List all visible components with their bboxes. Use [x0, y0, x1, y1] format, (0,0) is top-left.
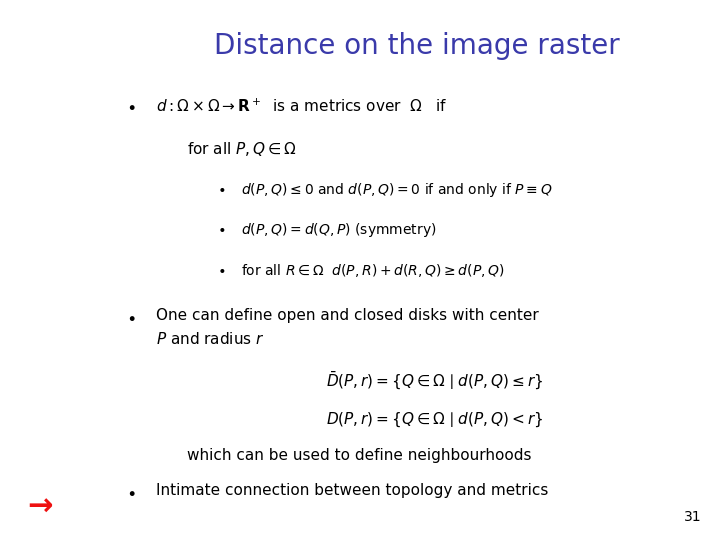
Text: Computer: Computer [16, 56, 98, 74]
Text: which can be used to define neighbourhoods: which can be used to define neighbourhoo… [186, 448, 531, 463]
Text: for all $R \in \Omega$  $d(P,R) + d(R,Q) \geq d(P,Q)$: for all $R \in \Omega$ $d(P,R) + d(R,Q) … [241, 262, 505, 279]
Text: 31: 31 [684, 510, 702, 524]
Text: $D(P,r) = \{Q \in \Omega \mid d(P,Q) < r\}$: $D(P,r) = \{Q \in \Omega \mid d(P,Q) < r… [326, 410, 543, 429]
Text: $\bullet$: $\bullet$ [126, 308, 135, 326]
Text: $\bullet$: $\bullet$ [126, 483, 135, 501]
Text: $d(P,Q) = d(Q,P)$ (symmetry): $d(P,Q) = d(Q,P)$ (symmetry) [241, 221, 436, 239]
Text: $\bullet$: $\bullet$ [217, 262, 225, 276]
Text: $\bullet$: $\bullet$ [126, 97, 135, 115]
Text: for all $P, Q \in \Omega$: for all $P, Q \in \Omega$ [186, 140, 297, 158]
Text: Vision: Vision [32, 88, 81, 106]
Text: Distance on the image raster: Distance on the image raster [214, 32, 620, 60]
Text: →: → [27, 493, 53, 522]
Text: $\bullet$: $\bullet$ [217, 181, 225, 195]
Text: $\bullet$: $\bullet$ [217, 221, 225, 235]
Text: $d : \Omega \times \Omega \rightarrow \mathbf{R}^+$  is a metrics over  $\Omega$: $d : \Omega \times \Omega \rightarrow \m… [156, 97, 448, 114]
Text: One can define open and closed disks with center
$P$ and radius $r$: One can define open and closed disks wit… [156, 308, 539, 347]
Text: $\bar{D}(P,r) = \{Q \in \Omega \mid d(P,Q) \leq r\}$: $\bar{D}(P,r) = \{Q \in \Omega \mid d(P,… [326, 370, 543, 392]
Text: $d(P,Q) \leq 0$ and $d(P,Q) = 0$ if and only if $P \equiv Q$: $d(P,Q) \leq 0$ and $d(P,Q) = 0$ if and … [241, 181, 552, 199]
Text: Intimate connection between topology and metrics: Intimate connection between topology and… [156, 483, 549, 498]
